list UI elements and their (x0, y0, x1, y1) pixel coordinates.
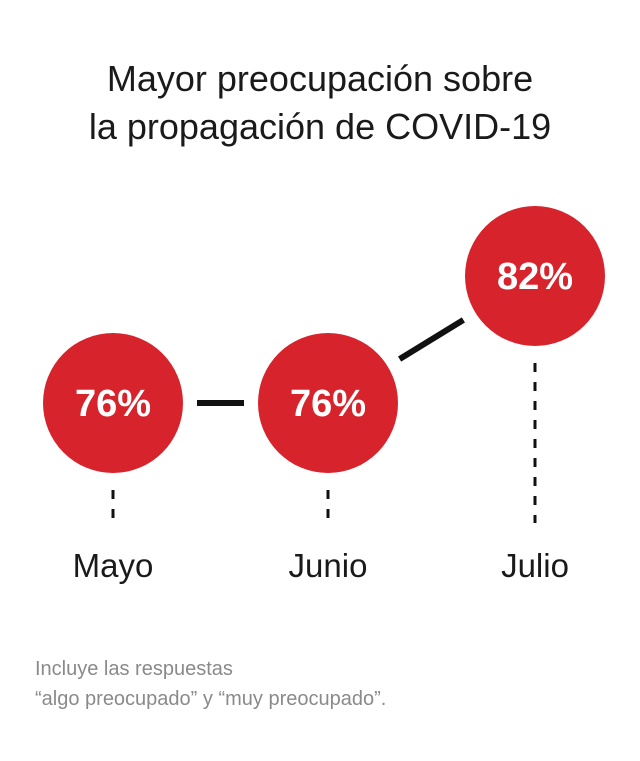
footnote-line-2: “algo preocupado” y “muy preocupado”. (35, 688, 387, 710)
connector-lines (197, 317, 465, 406)
guide-lines (111, 363, 537, 523)
data-point-circle (43, 333, 183, 473)
x-tick-label: Mayo (73, 547, 154, 584)
data-point-circle (258, 333, 398, 473)
data-points: 76% 76% 82% (43, 206, 605, 473)
data-point-circle (465, 206, 605, 346)
connector-line (398, 317, 465, 362)
x-axis-labels: Mayo Junio Julio (73, 547, 569, 584)
x-tick-label: Julio (501, 547, 569, 584)
x-tick-label: Junio (289, 547, 368, 584)
chart-title-line-2: la propagación de COVID-19 (88, 106, 552, 147)
data-label: 82% (497, 256, 573, 298)
chart-title: Mayor preocupación sobre la propagación … (0, 55, 640, 151)
data-label: 76% (75, 383, 151, 425)
footnote: Incluye las respuestas “algo preocupado”… (35, 654, 386, 714)
footnote-line-1: Incluye las respuestas (35, 658, 233, 680)
chart-title-line-1: Mayor preocupación sobre (106, 58, 534, 99)
data-label: 76% (290, 383, 366, 425)
